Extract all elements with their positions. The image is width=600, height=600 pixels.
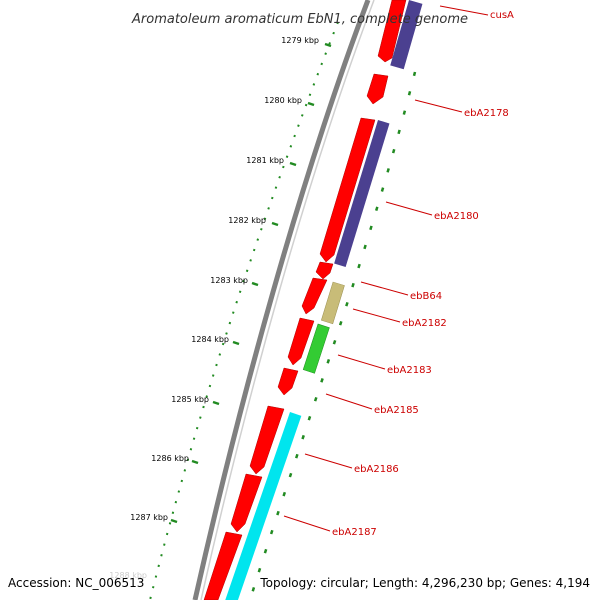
kbp-label: 1286 kbp [151,454,189,463]
kbp-ticks [170,42,332,524]
gene-label[interactable]: ebB64 [410,291,442,302]
kbp-label: 1282 kbp [228,216,266,225]
cds-cusA [377,0,407,63]
gene-label[interactable]: ebA2187 [332,527,377,538]
topology-text: Topology: circular; Length: 4,296,230 bp… [259,576,590,590]
rcds-ebA2186 [224,412,302,600]
cds-ebA2185 [277,367,299,396]
inner-tick-ring [248,71,417,600]
forward-cds-track [203,0,407,600]
kbp-label: 1287 kbp [130,513,168,522]
cds-ebA2187 [230,473,263,533]
backbone [192,0,371,600]
cds-ebB64 [315,261,334,280]
gene-label[interactable]: ebA2178 [464,108,509,119]
rcds-cusA [390,0,423,70]
cds-ebA2183 [287,317,315,366]
label-leaders [283,5,489,532]
cds-ebA2180 [319,117,376,263]
map-title: Aromatoleum aromaticum EbN1, complete ge… [131,12,468,27]
rcds-ebA2180 [334,120,390,267]
kbp-label: 1285 kbp [171,395,209,404]
gene-label[interactable]: ebA2185 [374,405,419,416]
kbp-label-faint: 1288 kbp [109,571,147,580]
kbp-label: 1283 kbp [210,276,248,285]
cds-next [203,531,243,600]
kbp-label: 1279 kbp [281,36,319,45]
rcds-ebA2183 [302,323,330,374]
cds-ebA2186 [249,405,285,475]
rcds-ebA2182 [320,281,345,325]
gene-label[interactable]: ebA2182 [402,318,447,329]
accession-text: Accession: NC_006513 [8,576,144,590]
gene-label[interactable]: ebA2186 [354,464,399,475]
cds-ebA2182 [301,277,328,315]
backbone-inner [200,0,375,600]
gene-label[interactable]: ebA2180 [434,211,479,222]
gene-label[interactable]: ebA2183 [387,365,432,376]
kbp-label: 1280 kbp [264,96,302,105]
cds-ebA2178 [366,73,389,105]
kbp-label: 1284 kbp [191,335,229,344]
outer-tick-ring [149,21,339,600]
gene-label[interactable]: cusA [490,10,514,21]
kbp-label: 1281 kbp [246,156,284,165]
